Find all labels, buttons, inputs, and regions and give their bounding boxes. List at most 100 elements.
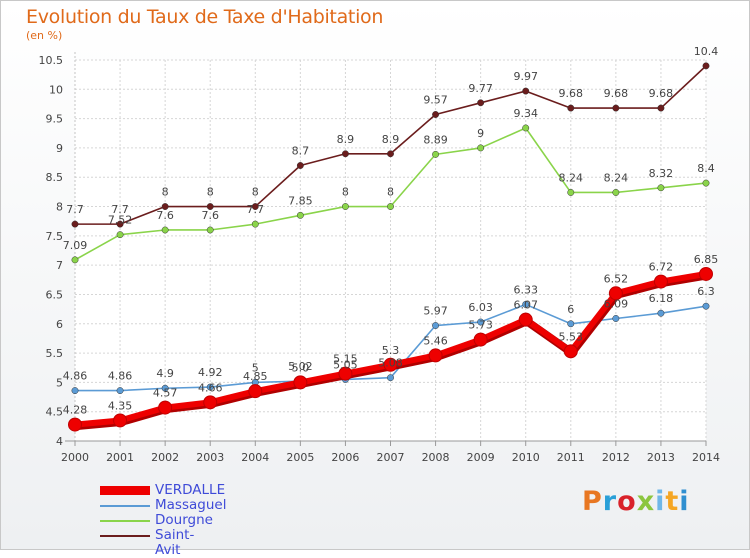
data-label: 4.92 [198,366,223,379]
logo-letter: x [636,486,656,517]
y-tick-label: 7.5 [46,230,64,243]
x-tick-label: 2000 [61,451,89,464]
data-point [612,189,620,196]
data-label: 5 [252,361,259,374]
x-tick-label: 2004 [241,451,269,464]
data-label: 7.09 [63,239,88,252]
data-point [702,179,710,187]
y-tick-label: 6.5 [46,288,64,301]
data-label: 7.7 [66,203,84,216]
data-label: 8.4 [697,162,715,175]
data-label: 9.57 [423,94,448,107]
y-tick-label: 4 [56,435,63,448]
data-label: 6.18 [649,292,674,305]
data-point [518,312,533,327]
data-point [522,300,530,308]
data-label: 6.33 [513,283,538,296]
x-tick-label: 2012 [602,451,630,464]
x-tick-label: 2010 [512,451,540,464]
data-label: 5.08 [378,357,403,370]
x-tick-label: 2011 [557,451,585,464]
data-point [428,348,443,363]
y-tick-label: 10 [49,83,63,96]
legend-label: Saint-Avit [155,527,195,558]
data-label: 4.9 [156,367,174,380]
data-label: 8 [387,186,394,199]
data-point [432,150,440,158]
data-label: 7.6 [156,209,174,222]
data-point [161,384,169,392]
data-point [477,318,485,326]
data-point [473,332,488,347]
data-label: 8.32 [649,167,674,180]
data-point [161,226,169,234]
data-point [699,266,713,281]
data-label: 4.85 [243,370,268,383]
data-label: 5.02 [288,360,313,373]
data-label: 5.3 [382,344,400,357]
x-tick-label: 2014 [692,451,720,464]
data-label: 5.73 [468,319,493,332]
data-label: 7.85 [288,194,313,207]
data-label: 9.77 [468,82,493,95]
x-tick-label: 2003 [196,451,224,464]
data-label: 7.6 [201,209,219,222]
y-tick-label: 6 [56,318,63,331]
data-label: 9.97 [513,70,538,83]
data-label: 4.57 [153,387,178,400]
data-label: 8.24 [559,171,584,184]
legend-swatch [100,520,150,522]
data-label: 4.28 [63,404,88,417]
legend-label: Dourgne [155,512,213,528]
data-point [71,220,79,228]
series-dourgne [71,124,710,264]
logo-letter: o [617,486,637,517]
y-tick-label: 7 [56,259,63,272]
data-label: 8 [162,186,169,199]
data-label: 5.05 [333,358,358,371]
series-verdalle [68,266,713,432]
y-tick-label: 5 [56,376,63,389]
legend-swatch [100,486,150,495]
y-tick-label: 10.5 [39,54,64,67]
data-label: 4.86 [63,370,88,383]
legend-label: VERDALLE [155,482,226,498]
data-point [657,104,665,112]
data-point [116,220,124,228]
data-point [522,87,530,95]
data-point [567,320,575,328]
x-tick-label: 2008 [422,451,450,464]
proxiti-logo: Proxiti [582,486,690,517]
data-point [522,124,530,132]
data-point [161,203,169,210]
data-label: 6.85 [694,253,719,266]
data-label: 6.72 [649,261,674,274]
y-unit-label: (en %) [26,29,63,42]
data-point [251,203,259,210]
data-label: 6.3 [697,285,715,298]
data-point [702,62,710,70]
data-label: 8.9 [382,133,400,146]
legend-swatch [100,505,150,507]
data-point [248,384,263,399]
data-point [158,400,173,415]
y-tick-label: 8 [56,201,63,214]
y-tick-label: 8.5 [46,171,64,184]
data-label: 9 [477,127,484,140]
data-label: 5.15 [333,353,358,366]
data-point [387,374,394,382]
x-tick-label: 2002 [151,451,179,464]
data-point [341,203,349,210]
data-label: 5.97 [423,305,448,318]
legend-label: Massaguel [155,497,227,513]
data-point [296,211,304,219]
y-tick-label: 9 [56,142,63,155]
data-point [432,111,440,118]
data-label: 8.89 [423,133,448,146]
x-tick-label: 2005 [286,451,314,464]
x-tick-label: 2006 [331,451,359,464]
data-point [657,309,665,317]
data-label: 4.66 [198,381,223,394]
data-point [71,256,79,264]
